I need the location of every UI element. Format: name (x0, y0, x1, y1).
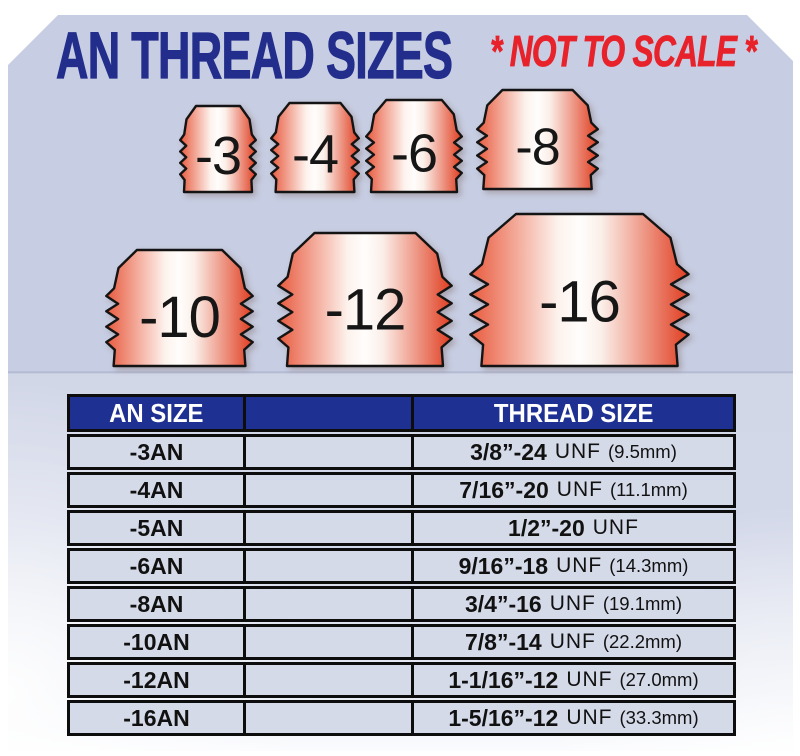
table-header-row: AN SIZE THREAD SIZE (67, 394, 736, 432)
empty-cell (243, 665, 411, 695)
an-size-cell: -5AN (129, 514, 184, 541)
header-an-size-label: AN SIZE (109, 397, 204, 428)
header-middle-empty (243, 397, 411, 429)
thread-standard: UNF (566, 668, 613, 691)
thread-metric: (27.0mm) (619, 669, 699, 690)
table-row: -8AN 3/4”-16 UNF (19.1mm) (67, 586, 736, 622)
header-an-size: AN SIZE (70, 397, 243, 429)
thread-metric: (22.2mm) (602, 631, 683, 652)
thread-spec: 7/16”-20 (459, 476, 549, 503)
empty-cell (243, 513, 411, 543)
table-row: -3AN 3/8”-24 UNF (9.5mm) (67, 434, 736, 470)
table-row: -4AN 7/16”-20 UNF (11.1mm) (67, 472, 736, 508)
thread-standard: UNF (566, 706, 613, 729)
thread-spec: 1/2”-20 (508, 514, 585, 541)
empty-cell (243, 589, 411, 619)
thread-size-cell: 1-1/16”-12 UNF (27.0mm) (411, 665, 733, 695)
thread-size-cell: 1/2”-20 UNF (411, 513, 733, 543)
thread-metric: (33.3mm) (619, 707, 699, 728)
empty-cell (243, 627, 411, 657)
thread-spec: 3/4”-16 (464, 590, 542, 617)
thread-size-cell: 3/8”-24 UNF (9.5mm) (411, 437, 733, 467)
table-row: -6AN 9/16”-18 UNF (14.3mm) (67, 548, 736, 584)
thread-size-cell: 1-5/16”-12 UNF (33.3mm) (411, 703, 733, 733)
thread-spec: 7/8”-14 (464, 628, 542, 655)
thread-metric: (14.3mm) (609, 555, 689, 576)
empty-cell (243, 475, 411, 505)
thread-size-cell: 7/8”-14 UNF (22.2mm) (411, 627, 733, 657)
table-row: -12AN 1-1/16”-12 UNF (27.0mm) (67, 662, 736, 698)
thread-spec: 3/8”-24 (470, 438, 547, 465)
an-size-cell: -16AN (123, 704, 190, 731)
thread-size-cell: 3/4”-16 UNF (19.1mm) (411, 589, 733, 619)
thread-metric: (11.1mm) (609, 479, 688, 500)
thread-size-cell: 9/16”-18 UNF (14.3mm) (411, 551, 733, 581)
thread-standard: UNF (556, 554, 603, 577)
an-size-cell: -6AN (129, 552, 184, 579)
empty-cell (243, 703, 411, 733)
header-thread-size-label: THREAD SIZE (493, 397, 654, 428)
thread-standard: UNF (554, 440, 601, 463)
empty-cell (243, 551, 411, 581)
an-size-cell: -4AN (129, 476, 184, 503)
not-to-scale-note: * NOT TO SCALE * (490, 27, 757, 76)
thread-metric: (9.5mm) (608, 441, 677, 462)
table-row: -5AN 1/2”-20 UNF (67, 510, 736, 546)
an-size-cell: -10AN (123, 628, 190, 655)
thread-metric: (19.1mm) (602, 593, 683, 614)
an-size-cell: -8AN (129, 590, 184, 617)
an-size-table: AN SIZE THREAD SIZE -3AN 3/8”-24 UNF (9.5mm… (67, 394, 736, 736)
thread-standard: UNF (592, 516, 639, 539)
thread-standard: UNF (549, 630, 596, 653)
header-thread-size: THREAD SIZE (411, 397, 733, 429)
table-row: -10AN 7/8”-14 UNF (22.2mm) (67, 624, 736, 660)
table-row: -16AN 1-5/16”-12 UNF (33.3mm) (67, 700, 736, 736)
thread-size-cell: 7/16”-20 UNF (11.1mm) (411, 475, 733, 505)
thread-spec: 1-5/16”-12 (448, 704, 559, 731)
thread-spec: 9/16”-18 (458, 552, 549, 579)
poster-title: AN THREAD SIZES (56, 18, 454, 92)
an-size-cell: -12AN (123, 666, 190, 693)
an-size-cell: -3AN (129, 438, 184, 465)
empty-cell (243, 437, 411, 467)
thread-standard: UNF (556, 478, 603, 501)
thread-standard: UNF (549, 592, 596, 615)
thread-spec: 1-1/16”-12 (448, 666, 559, 693)
